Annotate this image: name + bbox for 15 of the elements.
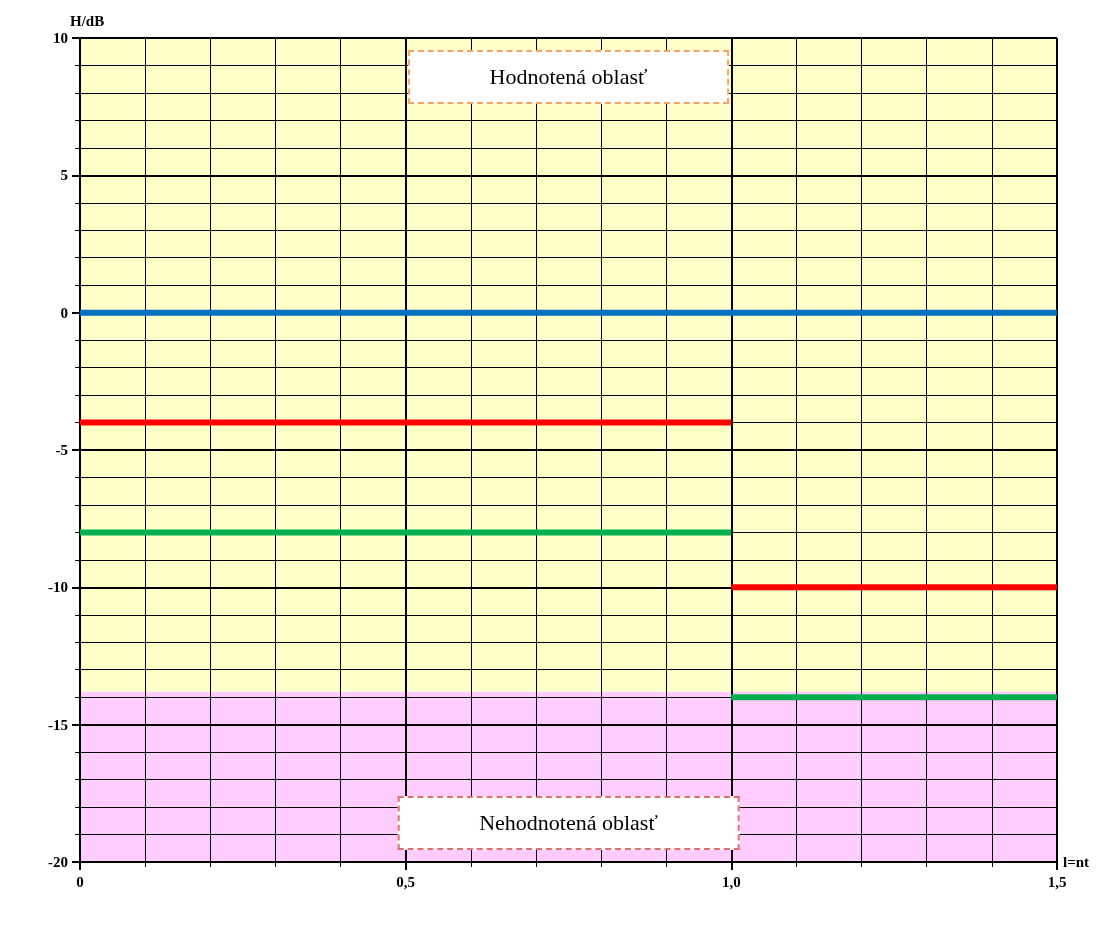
text-frame: Nehodnotená oblasť bbox=[397, 796, 740, 850]
x-tick-label: 1,5 bbox=[1047, 873, 1067, 890]
y-tick-label: 0 bbox=[60, 304, 68, 321]
x-tick-label: 1,0 bbox=[721, 873, 741, 890]
x-axis-title: l=nt bbox=[1063, 854, 1090, 870]
y-tick-label: -10 bbox=[48, 579, 68, 596]
y-tick-label: -5 bbox=[55, 442, 68, 458]
y-tick-label: 10 bbox=[53, 30, 68, 46]
x-tick-label: 0,5 bbox=[396, 873, 416, 890]
x-tick-label: 0 bbox=[76, 873, 84, 890]
y-tick-label: -15 bbox=[48, 716, 68, 733]
y-axis-title: H/dB bbox=[70, 12, 105, 29]
text-frame: Hodnotená oblasť bbox=[407, 50, 730, 104]
y-tick-label: 5 bbox=[60, 167, 68, 184]
y-tick-label: -20 bbox=[48, 854, 68, 870]
